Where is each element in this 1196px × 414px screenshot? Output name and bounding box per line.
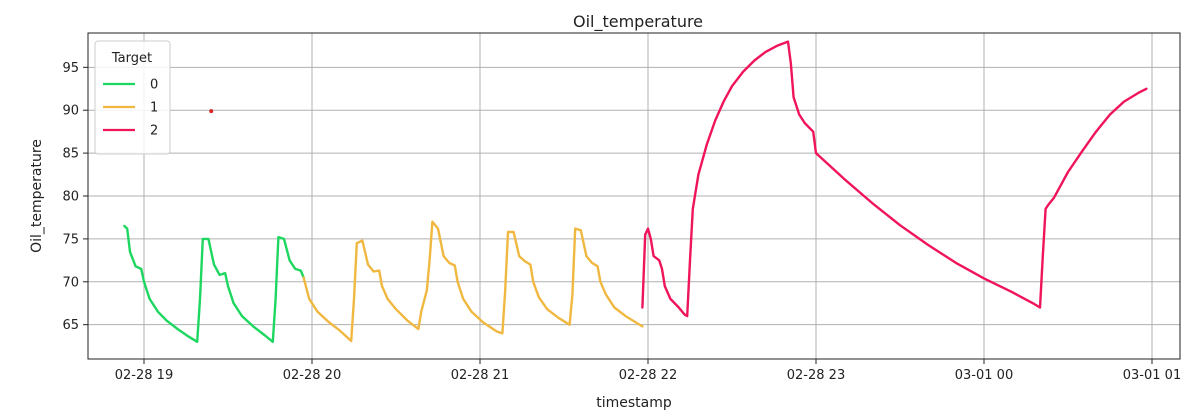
x-tick-label: 02-28 22 [619,368,677,383]
extra-points [209,109,214,114]
y-tick-label: 85 [62,147,79,162]
x-tick-label: 02-28 23 [787,368,845,383]
x-axis-label: timestamp [596,395,672,411]
y-tick-label: 65 [62,318,79,333]
y-tick-label: 70 [62,275,79,290]
legend: Target 0 1 2 [94,40,171,155]
y-tick-label: 95 [62,61,79,76]
x-tick-label: 02-28 19 [115,368,173,383]
x-tick-label: 03-01 01 [1123,368,1181,383]
y-tick-label: 80 [62,190,79,205]
y-tick-label: 75 [62,232,79,247]
grid [88,33,1180,359]
series-line-1 [302,220,644,343]
series-line-0 [123,224,305,343]
legend-title: Target [111,51,152,66]
y-tick-label: 90 [62,104,79,119]
y-axis-ticks: 65 70 75 80 85 90 95 [62,61,88,333]
x-tick-label: 03-01 00 [955,368,1013,383]
series-lines [123,40,1148,343]
legend-label-2: 2 [150,124,158,139]
x-axis-ticks: 02-28 19 02-28 20 02-28 21 02-28 22 02-28 23… [115,359,1181,383]
chart-title: Oil_temperature [573,12,703,32]
x-tick-label: 02-28 21 [451,368,509,383]
y-axis-label: Oil_temperature [29,139,45,253]
x-tick-label: 02-28 20 [283,368,341,383]
legend-label-1: 1 [150,101,158,116]
legend-box [94,40,171,155]
legend-label-0: 0 [150,78,158,93]
series-line-2 [641,40,1148,318]
data-point [209,109,214,114]
